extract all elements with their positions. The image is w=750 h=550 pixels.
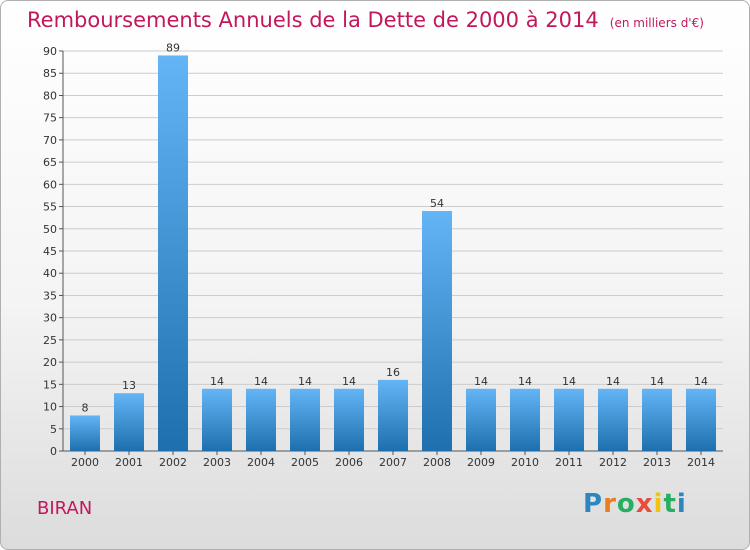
bar (202, 388, 232, 451)
y-tick-label: 85 (43, 67, 57, 80)
data-label: 14 (254, 375, 268, 388)
data-label: 14 (210, 375, 224, 388)
data-label: 14 (606, 375, 620, 388)
bar (158, 55, 188, 451)
chart-title-block: Remboursements Annuels de la Dette de 20… (27, 8, 704, 32)
logo-letter: t (663, 489, 677, 519)
x-tick-label: 2000 (71, 456, 99, 469)
logo-letter: o (616, 489, 636, 519)
x-tick-label: 2013 (643, 456, 671, 469)
x-tick-label: 2007 (379, 456, 407, 469)
data-label: 14 (694, 375, 708, 388)
data-label: 54 (430, 197, 444, 210)
data-label: 8 (82, 401, 89, 414)
bar (642, 388, 672, 451)
y-tick-label: 50 (43, 223, 57, 236)
y-tick-label: 5 (50, 423, 57, 436)
bar (246, 388, 276, 451)
bar (554, 388, 584, 451)
bar (422, 211, 452, 451)
y-tick-label: 40 (43, 267, 57, 280)
data-label: 14 (474, 375, 488, 388)
y-tick-label: 90 (43, 45, 57, 58)
y-tick-label: 30 (43, 312, 57, 325)
logo-letter: x (635, 489, 654, 519)
data-label: 14 (518, 375, 532, 388)
y-tick-label: 45 (43, 245, 57, 258)
y-tick-label: 75 (43, 112, 57, 125)
y-tick-label: 0 (50, 445, 57, 458)
bar (334, 388, 364, 451)
y-tick-label: 25 (43, 334, 57, 347)
data-label: 14 (342, 375, 356, 388)
logo-letter: i (653, 489, 664, 519)
logo-letter: r (603, 489, 617, 519)
x-tick-label: 2006 (335, 456, 363, 469)
bar (686, 388, 716, 451)
data-label: 16 (386, 366, 400, 379)
x-tick-label: 2014 (687, 456, 715, 469)
x-tick-label: 2004 (247, 456, 275, 469)
bars (70, 55, 716, 451)
x-tick-label: 2005 (291, 456, 319, 469)
bar (290, 388, 320, 451)
x-tick-label: 2003 (203, 456, 231, 469)
y-tick-label: 80 (43, 89, 57, 102)
bar (70, 415, 100, 451)
chart-title: Remboursements Annuels de la Dette de 20… (27, 8, 599, 32)
bar (466, 388, 496, 451)
y-tick-label: 20 (43, 356, 57, 369)
x-tick-label: 2012 (599, 456, 627, 469)
bar (598, 388, 628, 451)
x-tick-label: 2002 (159, 456, 187, 469)
data-label: 13 (122, 379, 136, 392)
y-tick-label: 35 (43, 289, 57, 302)
logo-letter: P (583, 489, 604, 519)
y-tick-label: 60 (43, 178, 57, 191)
bar (510, 388, 540, 451)
data-label: 89 (166, 41, 180, 54)
commune-name: BIRAN (37, 498, 93, 519)
y-tick-label: 15 (43, 378, 57, 391)
x-tick-label: 2008 (423, 456, 451, 469)
x-tick-label: 2011 (555, 456, 583, 469)
logo-letter: i (676, 489, 687, 519)
x-tick-label: 2009 (467, 456, 495, 469)
bar (114, 393, 144, 451)
x-tick-label: 2010 (511, 456, 539, 469)
labels: 0 5 10 15 20 25 30 35 40 45 50 55 60 65 70 75 80 85 90 8 200… (43, 41, 715, 469)
data-label: 14 (650, 375, 664, 388)
y-tick-label: 10 (43, 401, 57, 414)
data-label: 14 (298, 375, 312, 388)
y-tick-label: 65 (43, 156, 57, 169)
y-tick-label: 70 (43, 134, 57, 147)
data-label: 14 (562, 375, 576, 388)
bar (378, 379, 408, 451)
proxiti-logo[interactable]: Proxiti (583, 489, 687, 519)
chart-unit: (en milliers d'€) (609, 16, 704, 30)
x-tick-label: 2001 (115, 456, 143, 469)
y-tick-label: 55 (43, 201, 57, 214)
